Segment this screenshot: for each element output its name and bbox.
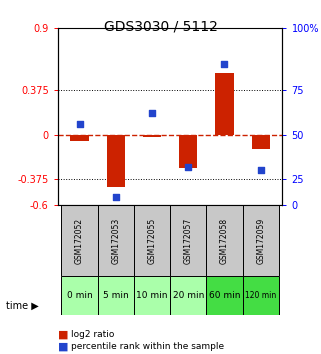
Bar: [143, 135, 161, 137]
Bar: [71, 135, 89, 141]
Text: GSM172059: GSM172059: [256, 218, 265, 264]
FancyBboxPatch shape: [206, 276, 243, 315]
Text: 120 min: 120 min: [245, 291, 276, 300]
Text: GSM172055: GSM172055: [148, 218, 157, 264]
Text: 0 min: 0 min: [67, 291, 92, 300]
FancyBboxPatch shape: [98, 276, 134, 315]
Text: GSM172058: GSM172058: [220, 218, 229, 264]
Bar: [215, 73, 234, 135]
Text: GDS3030 / 5112: GDS3030 / 5112: [104, 19, 217, 34]
FancyBboxPatch shape: [170, 205, 206, 276]
Text: GSM172053: GSM172053: [111, 218, 120, 264]
FancyBboxPatch shape: [61, 205, 98, 276]
Text: GSM172057: GSM172057: [184, 218, 193, 264]
Text: time ▶: time ▶: [6, 301, 39, 311]
FancyBboxPatch shape: [134, 205, 170, 276]
Bar: [179, 135, 197, 168]
Point: [222, 61, 227, 67]
FancyBboxPatch shape: [61, 276, 98, 315]
Point: [186, 164, 191, 169]
FancyBboxPatch shape: [243, 276, 279, 315]
FancyBboxPatch shape: [243, 205, 279, 276]
Point: [150, 110, 155, 116]
Text: GSM172052: GSM172052: [75, 218, 84, 264]
FancyBboxPatch shape: [134, 276, 170, 315]
Text: 10 min: 10 min: [136, 291, 168, 300]
FancyBboxPatch shape: [170, 276, 206, 315]
FancyBboxPatch shape: [98, 205, 134, 276]
Text: ■: ■: [58, 330, 68, 339]
Bar: [252, 135, 270, 149]
Point: [77, 121, 82, 127]
Text: 5 min: 5 min: [103, 291, 129, 300]
Text: ■: ■: [58, 341, 68, 351]
FancyBboxPatch shape: [206, 205, 243, 276]
Point: [113, 194, 118, 199]
Text: 60 min: 60 min: [209, 291, 240, 300]
Text: 20 min: 20 min: [173, 291, 204, 300]
Point: [258, 167, 263, 173]
Text: log2 ratio: log2 ratio: [71, 330, 114, 339]
Text: percentile rank within the sample: percentile rank within the sample: [71, 342, 224, 351]
Bar: [107, 135, 125, 187]
